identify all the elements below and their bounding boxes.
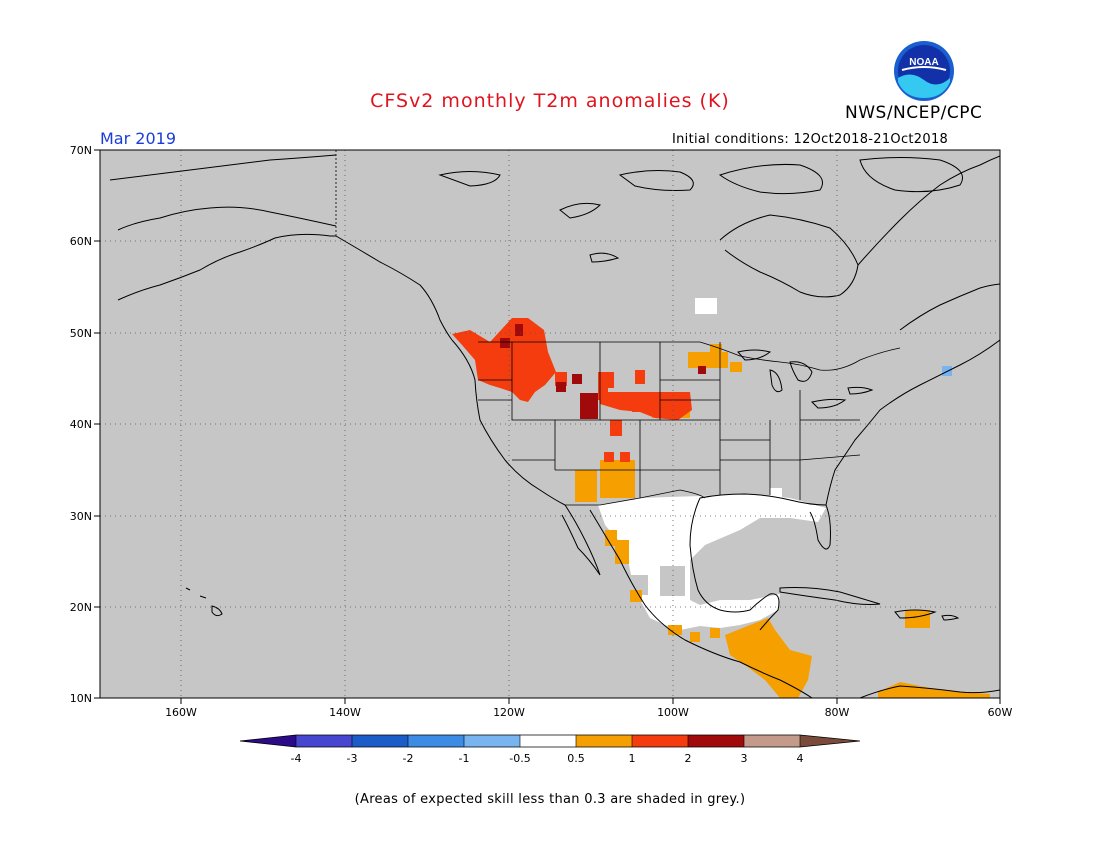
- lon-label-80w: 80W: [825, 706, 850, 719]
- warm-anomaly-2: [452, 318, 692, 462]
- map-title: CFSv2 monthly T2m anomalies (K): [370, 90, 730, 112]
- colorbar-seg-0: [240, 735, 296, 747]
- colorbar-seg-4: [464, 735, 520, 747]
- warm-anomaly-3: [500, 324, 706, 419]
- colorbar-label: -3: [347, 752, 358, 765]
- graticule: [100, 150, 1000, 698]
- forecast-month: Mar 2019: [100, 129, 176, 148]
- colorbar: [239, 734, 861, 748]
- anomaly-shading: [452, 298, 990, 698]
- lat-label-50n: 50N: [70, 327, 92, 340]
- colorbar-seg-7: [632, 735, 688, 747]
- lon-label-140w: 140W: [329, 706, 361, 719]
- axis-ticks: [94, 149, 1001, 704]
- lat-label-40n: 40N: [70, 418, 92, 431]
- lon-label-60w: 60W: [988, 706, 1013, 719]
- colorbar-seg-1: [296, 735, 352, 747]
- anomaly-map: 70N 60N 50N 40N 30N 20N 10N 160W 140W 12…: [70, 144, 1013, 765]
- agency-label: NWS/NCEP/CPC: [845, 103, 983, 123]
- colorbar-seg-8: [688, 735, 744, 747]
- lat-label-20n: 20N: [70, 601, 92, 614]
- lon-label-160w: 160W: [165, 706, 197, 719]
- colorbar-seg-10: [800, 735, 860, 747]
- lat-label-30n: 30N: [70, 510, 92, 523]
- warm-anomaly-1: [575, 344, 990, 698]
- lat-label-10n: 10N: [70, 692, 92, 705]
- colorbar-seg-2: [352, 735, 408, 747]
- colorbar-label: 2: [685, 752, 692, 765]
- colorbar-label: 3: [741, 752, 748, 765]
- lon-label-100w: 100W: [657, 706, 689, 719]
- lat-label-70n: 70N: [70, 144, 92, 157]
- colorbar-label: -0.5: [509, 752, 530, 765]
- noaa-logo-text: NOAA: [909, 57, 938, 68]
- colorbar-seg-3: [408, 735, 464, 747]
- colorbar-seg-6: [576, 735, 632, 747]
- lon-label-120w: 120W: [493, 706, 525, 719]
- skill-footnote: (Areas of expected skill less than 0.3 a…: [354, 792, 746, 807]
- colorbar-label: -1: [459, 752, 470, 765]
- neutral-anomaly-area: [598, 298, 826, 630]
- initial-conditions: Initial conditions: 12Oct2018-21Oct2018: [672, 132, 949, 147]
- colorbar-seg-5: [520, 735, 576, 747]
- colorbar-label: -4: [291, 752, 302, 765]
- colorbar-label: -2: [403, 752, 414, 765]
- lat-label-60n: 60N: [70, 235, 92, 248]
- colorbar-label: 0.5: [567, 752, 585, 765]
- coastlines: [109, 154, 1000, 698]
- colorbar-seg-9: [744, 735, 800, 747]
- colorbar-label: 1: [629, 752, 636, 765]
- colorbar-label: 4: [797, 752, 804, 765]
- political-borders: [335, 150, 901, 506]
- noaa-logo: NOAA: [894, 41, 954, 101]
